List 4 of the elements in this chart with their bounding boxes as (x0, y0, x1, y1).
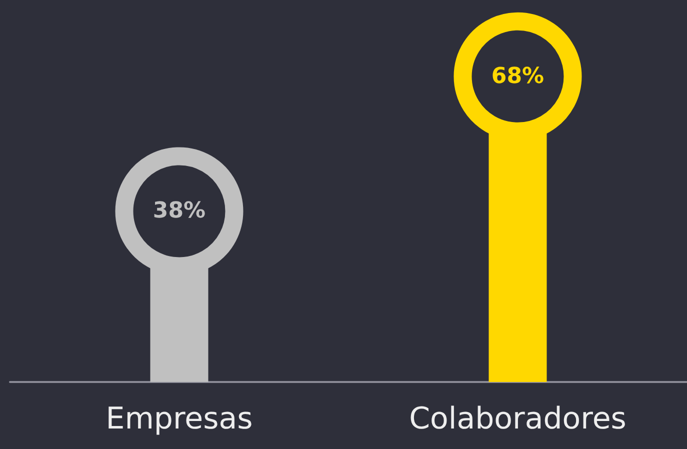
data-label: 68% (491, 64, 544, 89)
x-tick-label: Empresas (106, 402, 253, 436)
x-tick-label: Colaboradores (409, 402, 626, 436)
data-label: 38% (152, 198, 206, 224)
